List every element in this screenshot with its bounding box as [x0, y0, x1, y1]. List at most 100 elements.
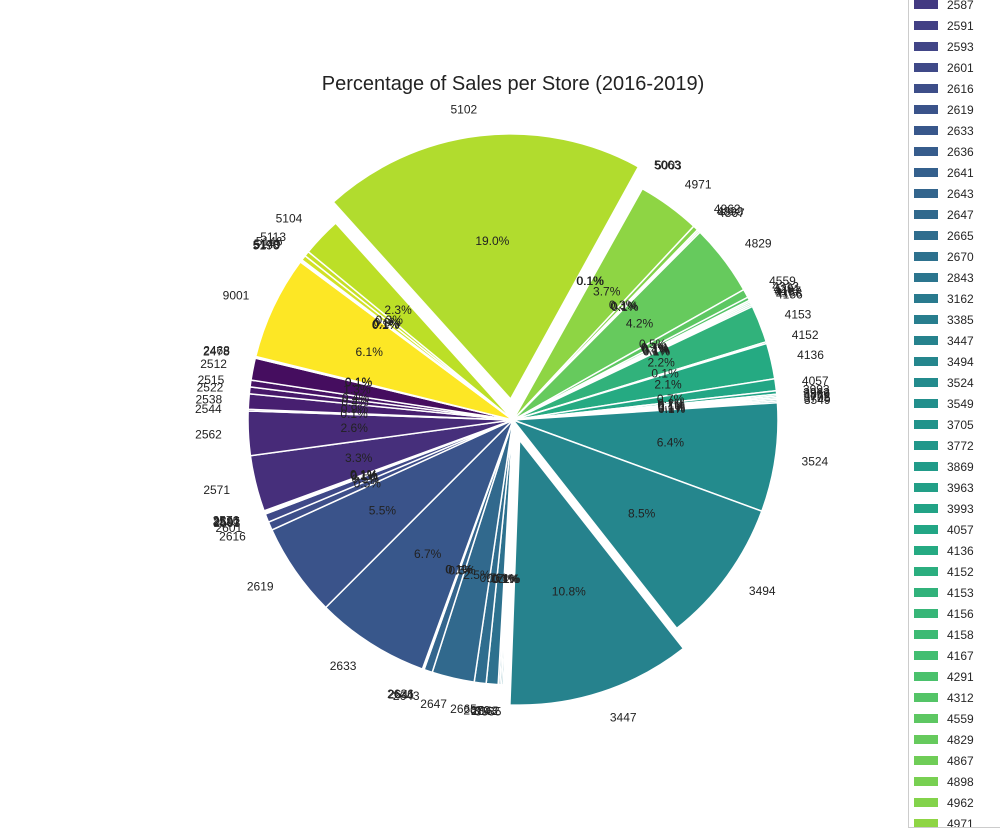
slice-label-3524: 3524: [802, 455, 829, 469]
slice-label-4167: 4167: [774, 284, 801, 298]
legend-item-2591: 2591: [914, 15, 974, 36]
legend-item-2593: 2593: [914, 36, 974, 57]
legend-item-3549: 3549: [914, 393, 974, 414]
legend-swatch: [914, 63, 938, 72]
legend-label: 4057: [947, 522, 974, 537]
percent-label-5113: 0.3%: [376, 313, 404, 327]
legend-swatch: [914, 21, 938, 30]
legend-swatch: [914, 441, 938, 450]
percent-label-2601: 0.5%: [352, 472, 380, 486]
legend-item-4158: 4158: [914, 624, 974, 645]
slice-label-4829: 4829: [745, 236, 772, 250]
slice-label-3963: 3963: [803, 386, 830, 400]
slice-label-2670: 2670: [463, 704, 490, 718]
percent-label-4156: 0.1%: [643, 344, 671, 358]
percent-label-2591: 0.1%: [350, 469, 378, 483]
legend-item-4136: 4136: [914, 540, 974, 561]
slice-label-2665: 2665: [450, 702, 477, 716]
percent-label-5146: 0.3%: [374, 316, 402, 330]
legend-item-2633: 2633: [914, 120, 974, 141]
legend-label: 2601: [947, 60, 974, 75]
pie-slice-5104: [307, 222, 514, 421]
slice-label-3993: 3993: [803, 383, 830, 397]
percent-label-5063: 0.1%: [576, 274, 604, 288]
percent-label-4829: 4.2%: [626, 317, 654, 331]
slice-label-2591: 2591: [213, 515, 240, 529]
percent-label-3447: 10.8%: [552, 584, 586, 598]
legend-item-3993: 3993: [914, 498, 974, 519]
legend-swatch: [914, 168, 938, 177]
legend-label: 4312: [947, 690, 974, 705]
legend-label: 4971: [947, 816, 974, 828]
legend-swatch: [914, 672, 938, 681]
slice-label-2641: 2641: [388, 687, 415, 701]
percent-label-2633: 6.7%: [414, 547, 442, 561]
percent-label-5104: 2.3%: [384, 303, 412, 317]
legend-item-3494: 3494: [914, 351, 974, 372]
legend-item-3524: 3524: [914, 372, 974, 393]
legend-label: 2593: [947, 39, 974, 54]
legend-swatch: [914, 630, 938, 639]
legend-item-2636: 2636: [914, 141, 974, 162]
legend-label: 4898: [947, 774, 974, 789]
legend-item-2665: 2665: [914, 225, 974, 246]
slice-label-3549: 3549: [804, 393, 831, 407]
legend-swatch: [914, 210, 938, 219]
chart-title: Percentage of Sales per Store (2016-2019…: [322, 73, 704, 95]
percent-label-3549: 0.1%: [658, 402, 686, 416]
legend-item-2601: 2601: [914, 57, 974, 78]
pie-slice-5102: [332, 133, 640, 401]
legend-item-2670: 2670: [914, 246, 974, 267]
percent-label-4312: 0.2%: [641, 340, 669, 354]
percent-label-2587: 0.1%: [350, 468, 378, 482]
legend-item-2643: 2643: [914, 183, 974, 204]
slice-label-2601: 2601: [216, 521, 243, 535]
pie-slices: [247, 133, 779, 706]
legend-label: 2633: [947, 123, 974, 138]
slice-label-2647: 2647: [420, 697, 447, 711]
percent-label-2670: 0.7%: [487, 572, 515, 586]
slice-label-4898: 4898: [717, 204, 744, 218]
legend-item-4152: 4152: [914, 561, 974, 582]
percent-label-4291: 0.1%: [641, 342, 669, 356]
legend-label: 4152: [947, 564, 974, 579]
slice-label-5196: 5196: [253, 239, 280, 253]
legend-label: 4136: [947, 543, 974, 558]
slice-label-9001: 9001: [223, 289, 250, 303]
slice-label-4136: 4136: [797, 348, 824, 362]
slice-label-3772: 3772: [804, 389, 831, 403]
legend-item-3963: 3963: [914, 477, 974, 498]
legend-item-3447: 3447: [914, 330, 974, 351]
legend-item-4829: 4829: [914, 729, 974, 750]
legend-label: 4867: [947, 753, 974, 768]
slice-label-2593: 2593: [214, 516, 241, 530]
percent-labels: 19.0%0.1%0.1%3.7%0.3%0.1%0.1%4.2%0.5%0.2…: [340, 234, 685, 598]
legend-swatch: [914, 315, 938, 324]
percent-label-5173: 0.1%: [372, 318, 400, 332]
legend-swatch: [914, 252, 938, 261]
legend-item-4867: 4867: [914, 750, 974, 771]
legend-swatch: [914, 609, 938, 618]
legend-label: 2636: [947, 144, 974, 159]
percent-label-4167: 0.1%: [642, 343, 670, 357]
legend-item-4057: 4057: [914, 519, 974, 540]
legend-item-4962: 4962: [914, 792, 974, 813]
percent-label-2643: 0.5%: [448, 564, 476, 578]
slice-label-4867: 4867: [718, 206, 745, 220]
slice-label-2468: 2468: [203, 344, 230, 358]
percent-label-3524: 6.4%: [657, 436, 685, 450]
percent-label-2616: 0.5%: [354, 477, 382, 491]
percent-label-5102: 19.0%: [475, 234, 509, 248]
legend-swatch: [914, 693, 938, 702]
legend-label: 4156: [947, 606, 974, 621]
legend-label: 4158: [947, 627, 974, 642]
slice-label-5140: 5140: [254, 237, 281, 251]
legend-item-4153: 4153: [914, 582, 974, 603]
slice-label-2562: 2562: [195, 428, 222, 442]
legend-label: 3447: [947, 333, 974, 348]
percent-label-2636: 0.1%: [445, 563, 473, 577]
slice-label-5003: 5003: [655, 158, 682, 172]
legend-item-2616: 2616: [914, 78, 974, 99]
percent-label-4971: 3.7%: [593, 285, 621, 299]
legend-swatch: [914, 651, 938, 660]
